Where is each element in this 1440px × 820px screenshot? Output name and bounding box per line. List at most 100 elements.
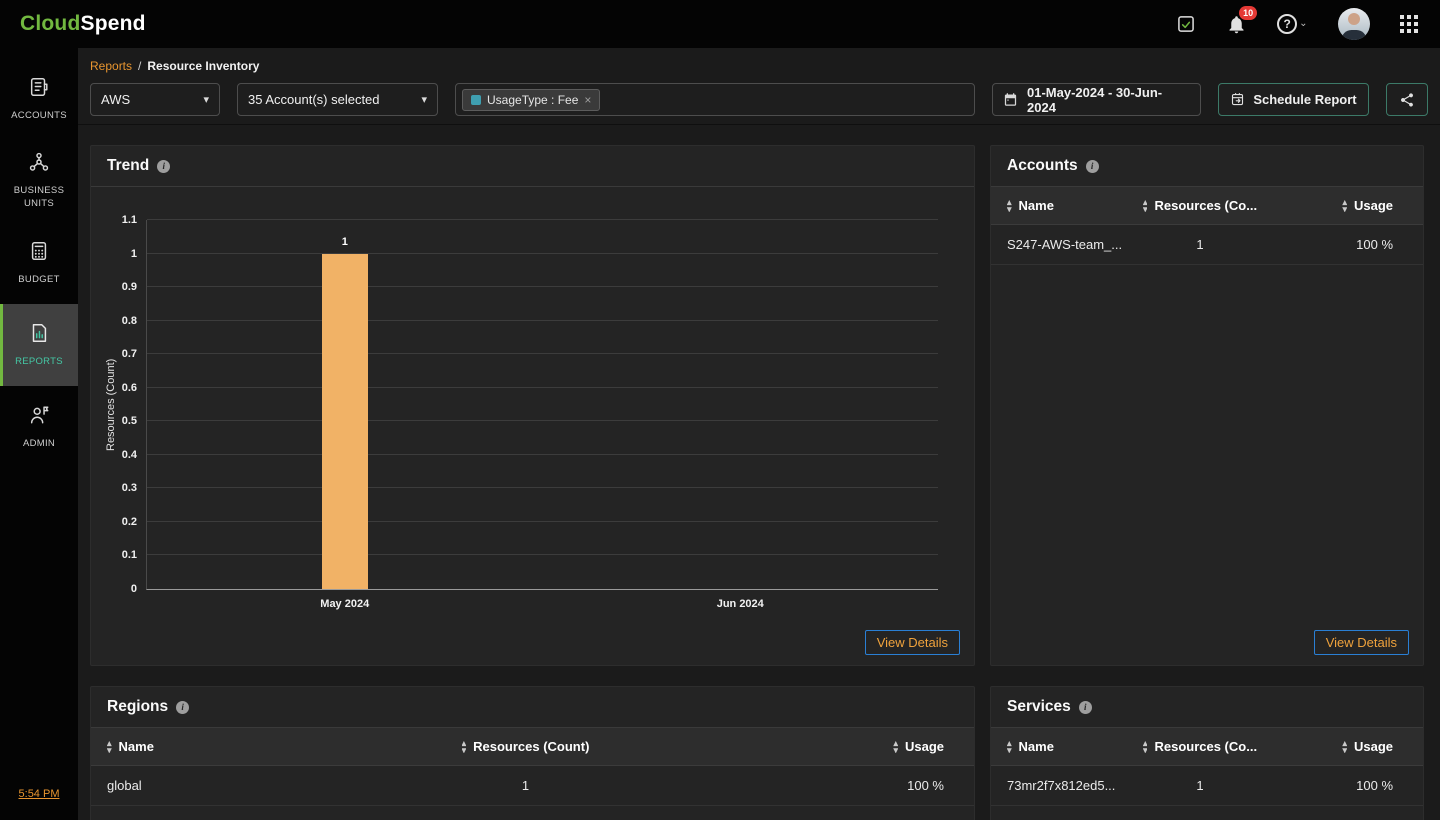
gridline [147,252,938,254]
cell-value: 1 [1196,778,1204,793]
cloudspend-logo[interactable]: CloudSpend [20,12,146,36]
column-header[interactable]: Name [1018,739,1054,754]
info-icon[interactable]: i [1078,700,1092,714]
cell-value: 100 % [1356,237,1394,252]
filter-tag-label: UsageType : Fee [487,92,579,107]
sort-icon[interactable]: ▴ ▾ [1142,740,1148,753]
y-axis-tick: 0.6 [121,381,137,394]
column-header[interactable]: Name [118,739,154,754]
table-row[interactable]: S247-AWS-team_... 1 100 % [991,225,1423,265]
sidebar-item-label: BUSINESS UNITS [13,185,65,209]
sort-icon[interactable]: ▴ ▾ [1342,199,1347,212]
help-icon[interactable]: ? ⌄ [1277,14,1308,34]
share-button[interactable] [1386,83,1428,116]
gridline [147,219,938,220]
breadcrumb-reports-link[interactable]: Reports [90,59,133,73]
breadcrumb-current: Resource Inventory [147,59,260,73]
page-header: Reports / Resource Inventory AWS ▾ 35 Ac… [78,48,1440,125]
cell-value: global [107,778,142,793]
y-axis-tick: 1 [130,247,137,260]
accounts-icon [28,76,50,103]
regions-panel: Regions i ▴ ▾ Name ▴ ▾ Resources (Count) ▴ ▾ Usa… [90,686,975,820]
share-icon [1399,92,1415,108]
sort-icon[interactable]: ▴ ▾ [893,740,898,753]
sidebar-item-label: ADMIN [22,437,56,449]
sidebar-item-budget[interactable]: BUDGET [0,222,78,304]
column-header[interactable]: Usage [1353,739,1394,754]
panel-title: Trend [107,157,150,174]
x-axis-label: May 2024 [320,598,370,610]
y-axis-title: Resources (Count) [105,358,117,452]
sidebar-item-accounts[interactable]: ACCOUNTS [0,58,78,140]
sidebar-item-business-units[interactable]: BUSINESS UNITS [0,140,78,222]
sidebar-item-admin[interactable]: ADMIN [0,386,78,468]
y-axis-tick: 0.9 [121,281,137,294]
column-header[interactable]: Resources (Co... [1154,739,1258,754]
y-axis-tick: 0.7 [121,348,137,361]
y-axis-tick: 0.1 [121,549,137,562]
sidebar-item-label: BUDGET [18,273,60,285]
sidebar: ACCOUNTS BUSINESS UNITS BUDGET REPORTS A… [0,48,78,820]
view-details-button[interactable]: View Details [864,630,960,655]
logo-spend: Spend [80,12,146,35]
y-axis-tick: 0.2 [121,515,137,528]
user-avatar[interactable] [1337,8,1370,40]
bar-value-label: 1 [341,235,348,248]
main-area: Reports / Resource Inventory AWS ▾ 35 Ac… [78,48,1440,820]
view-details-button[interactable]: View Details [1313,630,1409,655]
filter-input[interactable]: UsageType : Fee × [455,83,975,116]
notifications-bell-icon[interactable]: 10 [1226,5,1258,35]
cell-value: 1 [1196,237,1204,252]
breadcrumb-separator: / [138,59,142,73]
gridline [147,487,938,489]
info-icon[interactable]: i [157,159,171,173]
column-header[interactable]: Usage [904,739,944,754]
sidebar-item-reports[interactable]: REPORTS [0,304,78,386]
cell-value: S247-AWS-team_... [1007,237,1123,252]
column-header[interactable]: Name [1018,198,1054,213]
apps-grid-icon[interactable] [1399,14,1418,34]
cell-value: 1 [521,778,530,793]
table-row[interactable]: global 1 100 % [91,766,974,806]
cell-value: 100 % [907,778,944,793]
info-icon[interactable]: i [1085,159,1099,173]
sort-icon[interactable]: ▴ ▾ [107,740,112,753]
column-header[interactable]: Resources (Count) [473,739,590,754]
column-header[interactable]: Resources (Co... [1154,198,1258,213]
info-icon[interactable]: i [176,700,190,714]
services-table: ▴ ▾ Name ▴ ▾ Resources (Co... ▴ ▾ Usage 73mr2f7x8… [991,728,1423,806]
budget-icon [28,240,50,267]
sort-icon[interactable]: ▴ ▾ [1007,199,1012,212]
cell-value: 100 % [1356,778,1394,793]
accounts-select[interactable]: 35 Account(s) selected ▾ [237,83,438,116]
table-row[interactable]: 73mr2f7x812ed5... 1 100 % [991,766,1423,806]
gridline [147,453,938,455]
sort-icon[interactable]: ▴ ▾ [1007,740,1012,753]
whats-new-icon[interactable] [1176,14,1196,34]
topbar-actions: 10 ? ⌄ [1176,5,1418,40]
date-range-picker[interactable]: 01-May-2024 - 30-Jun-2024 [992,83,1201,116]
filter-tag: UsageType : Fee × [462,88,601,111]
provider-select[interactable]: AWS ▾ [90,83,220,116]
sort-icon[interactable]: ▴ ▾ [461,740,467,753]
trend-bar[interactable] [321,253,368,589]
gridline [147,286,938,288]
sort-icon[interactable]: ▴ ▾ [1342,740,1347,753]
logo-cloud: Cloud [20,12,81,35]
schedule-report-button[interactable]: Schedule Report [1218,83,1369,116]
calendar-icon [1003,92,1018,107]
business-units-icon [28,151,50,178]
column-header[interactable]: Usage [1353,198,1394,213]
clock-time-link[interactable]: 5:54 PM [18,788,60,800]
y-axis-tick: 0 [130,583,137,595]
x-axis-label: Jun 2024 [716,598,764,610]
breadcrumb: Reports / Resource Inventory [90,59,1428,73]
sort-icon[interactable]: ▴ ▾ [1142,199,1148,212]
remove-tag-icon[interactable]: × [584,92,592,107]
cell-value: 73mr2f7x812ed5... [1007,778,1116,793]
filter-toolbar: AWS ▾ 35 Account(s) selected ▾ UsageType… [90,83,1428,116]
panel-header: Regions i [91,687,974,728]
y-axis-tick: 0.3 [121,482,137,495]
panel-title: Regions [107,698,169,715]
notification-badge: 10 [1239,5,1258,20]
